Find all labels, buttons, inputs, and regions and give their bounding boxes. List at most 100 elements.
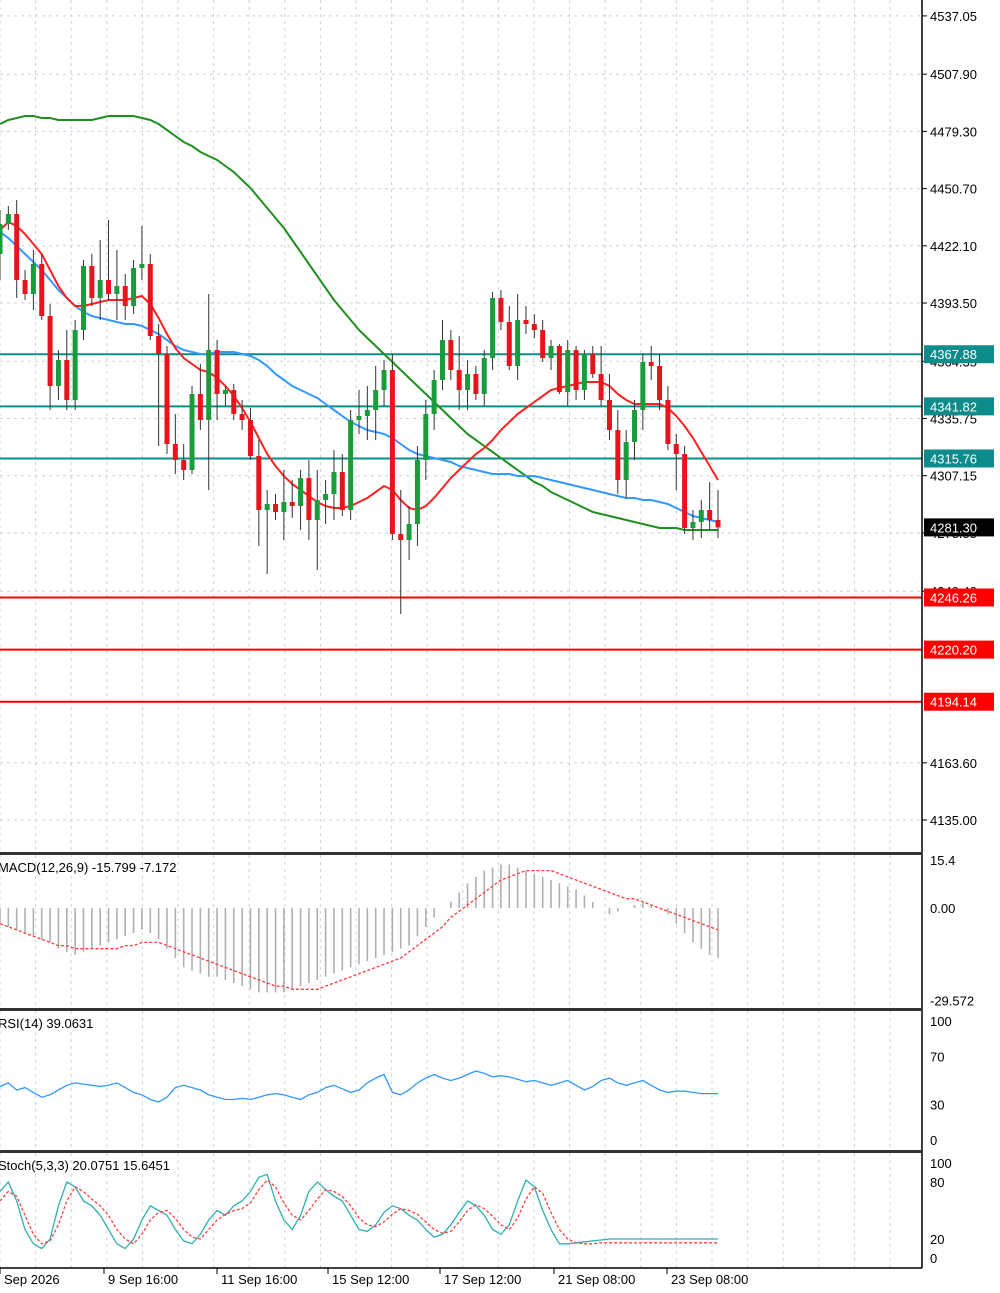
current-price-label: 4281.30	[930, 520, 977, 535]
support-level-box	[924, 692, 994, 711]
macd-tick-label: 0.00	[930, 901, 955, 916]
support-level-label: 4194.14	[930, 695, 977, 710]
candle-bearish	[665, 400, 671, 444]
candle-bearish	[64, 360, 70, 400]
candle-bearish	[256, 456, 262, 510]
candle-bearish	[573, 350, 579, 390]
resistance-level-box	[924, 345, 994, 364]
support-level-label: 4246.26	[930, 590, 977, 605]
support-level-box	[924, 588, 994, 607]
rsi-label: RSI(14) 39.0631	[0, 1016, 93, 1031]
candle-bearish	[606, 400, 612, 430]
candle-bullish	[439, 340, 445, 380]
candle-bearish	[172, 444, 178, 460]
candle-bearish	[122, 286, 128, 306]
price-tick-label: 4507.90	[930, 67, 977, 82]
panel-separator	[0, 1150, 922, 1153]
candle-bullish	[632, 410, 638, 442]
candle-bearish	[598, 374, 604, 400]
candle-bullish	[323, 494, 329, 500]
candle-bullish	[690, 522, 696, 528]
current-price-box	[924, 518, 994, 537]
resistance-level-box	[924, 449, 994, 468]
candle-bullish	[640, 362, 646, 410]
candle-bullish	[431, 380, 437, 414]
candle-bearish	[456, 370, 462, 390]
candle-bearish	[531, 324, 537, 330]
candle-bearish	[89, 266, 95, 298]
rsi-tick-label: 0	[930, 1133, 937, 1148]
candle-bearish	[181, 460, 187, 470]
candle-bullish	[414, 460, 420, 524]
candle-bearish	[239, 414, 245, 420]
candle-bullish	[490, 298, 496, 358]
stoch-d-line	[0, 1179, 718, 1245]
time-tick-label: 23 Sep 08:00	[671, 1272, 748, 1287]
candle-bullish	[97, 280, 103, 298]
macd-label: MACD(12,26,9) -15.799 -7.172	[0, 860, 176, 875]
ema-red-line	[0, 220, 719, 512]
candle-bullish	[515, 320, 521, 366]
candle-bearish	[615, 430, 621, 480]
candle-bullish	[222, 390, 228, 394]
stoch-tick-label: 100	[930, 1156, 952, 1171]
candle-bearish	[164, 354, 170, 444]
macd-tick-label: 15.4	[930, 853, 955, 868]
candle-bullish	[189, 394, 195, 470]
candle-bearish	[47, 316, 53, 386]
candle-bearish	[289, 502, 295, 506]
candlesticks	[0, 200, 721, 614]
candle-bullish	[298, 478, 304, 506]
price-tick-label: 4537.05	[930, 9, 977, 24]
candle-bullish	[406, 524, 412, 540]
rsi-panel	[0, 1070, 718, 1103]
time-tick-label: Sep 2026	[4, 1272, 60, 1287]
candle-bearish	[556, 346, 562, 392]
resistance-level-label: 4341.82	[930, 399, 977, 414]
candle-bearish	[648, 362, 654, 366]
candle-bearish	[448, 340, 454, 370]
candle-bearish	[590, 354, 596, 374]
candle-bearish	[39, 264, 45, 316]
candle-bullish	[623, 442, 629, 480]
resistance-level-box	[924, 397, 994, 416]
time-tick-label: 21 Sep 08:00	[558, 1272, 635, 1287]
candle-bearish	[473, 374, 479, 394]
resistance-level-label: 4367.88	[930, 347, 977, 362]
candle-bullish	[381, 370, 387, 390]
candle-bearish	[657, 366, 663, 400]
macd-tick-label: -29.572	[930, 993, 974, 1008]
time-tick-label: 15 Sep 12:00	[332, 1272, 409, 1287]
candle-bullish	[30, 264, 36, 294]
candle-bearish	[707, 510, 713, 520]
candle-bearish	[106, 280, 112, 294]
stoch-tick-label: 80	[930, 1175, 944, 1190]
candle-bearish	[506, 322, 512, 366]
candle-bearish	[306, 478, 312, 520]
candle-bullish	[331, 472, 337, 494]
candle-bullish	[72, 330, 78, 400]
panel-separator	[0, 1008, 922, 1011]
candle-bullish	[80, 266, 86, 330]
candle-bearish	[197, 394, 203, 420]
candle-bullish	[139, 264, 145, 268]
macd-signal-line	[0, 869, 719, 990]
support-level-box	[924, 640, 994, 659]
price-axis: 4537.05 4507.90 4479.30 4450.70 4422.10 4393.…	[922, 9, 994, 1266]
candle-bullish	[55, 360, 61, 386]
candle-bearish	[673, 444, 679, 454]
candle-bearish	[523, 320, 529, 324]
candle-bearish	[498, 298, 504, 322]
candle-bullish	[264, 504, 270, 510]
time-tick-label: 9 Sep 16:00	[108, 1272, 178, 1287]
candle-bearish	[682, 454, 688, 528]
candle-bearish	[14, 214, 20, 280]
candle-bullish	[481, 358, 487, 394]
candle-bullish	[114, 286, 120, 294]
price-tick-label: 4479.30	[930, 124, 977, 139]
candle-bullish	[581, 354, 587, 390]
resistance-level-label: 4315.76	[930, 451, 977, 466]
candle-bullish	[465, 374, 471, 390]
candle-bearish	[22, 280, 28, 294]
